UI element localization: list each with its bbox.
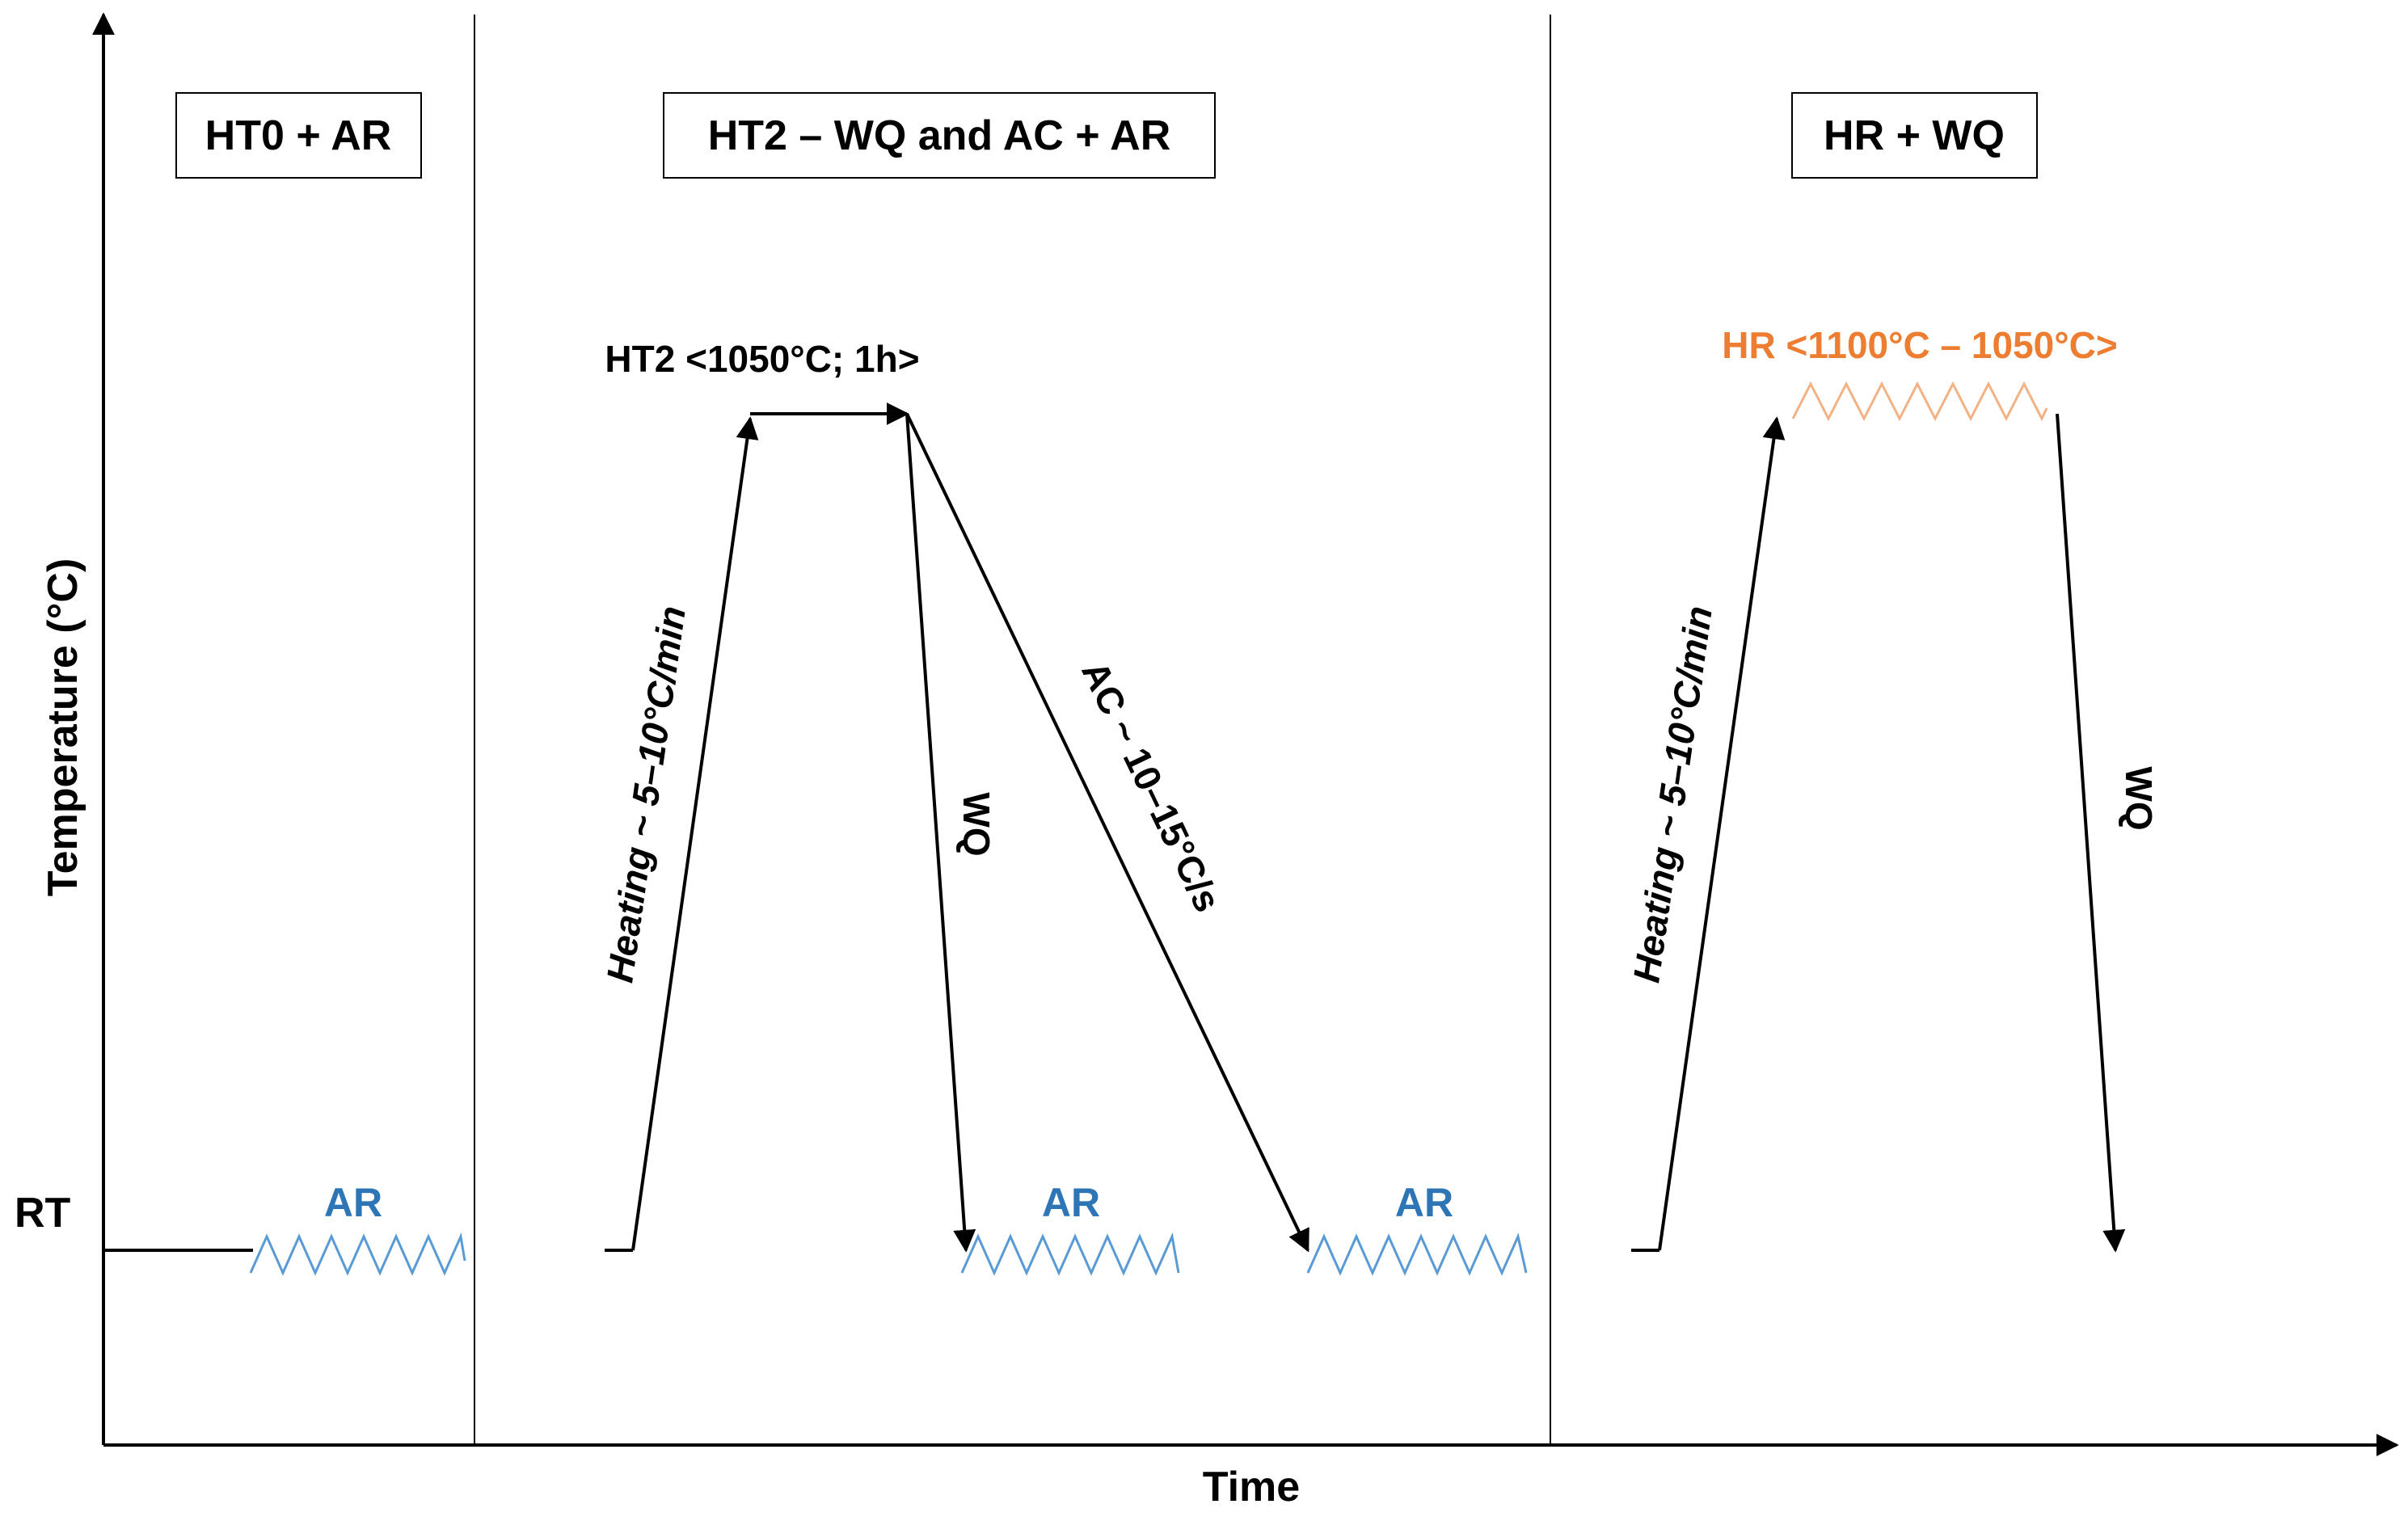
ar-label-3: AR — [1395, 1180, 1453, 1225]
ar-zigzag-1 — [249, 1232, 466, 1276]
wq-quench-2 — [2056, 413, 2126, 1253]
wq-label-2: WQ — [2118, 766, 2160, 830]
panel-title-2: HT2 – WQ and AC + AR — [663, 92, 1216, 179]
ht2-hold-label: HT2 <1050°C; 1h> — [605, 338, 919, 380]
ar-label-2: AR — [1042, 1180, 1100, 1225]
panel-title-3: HR + WQ — [1791, 92, 2038, 179]
panel-title-3-text: HR + WQ — [1824, 112, 2005, 159]
heating-ramp-1 — [631, 416, 759, 1251]
rt-label: RT — [15, 1190, 71, 1237]
panel-title-1: HT0 + AR — [175, 92, 422, 179]
panel-title-1-text: HT0 + AR — [205, 112, 392, 159]
ar-label-1: AR — [324, 1180, 382, 1225]
hr-zigzag — [1791, 381, 2048, 422]
hr-label: HR <1100°C – 1050°C> — [1722, 324, 2117, 366]
wq-quench-1 — [905, 413, 976, 1253]
ar-zigzag-2 — [960, 1232, 1180, 1276]
wq-label-1: WQ — [955, 792, 997, 856]
ar-zigzag-3 — [1306, 1232, 1528, 1276]
panel-title-2-text: HT2 – WQ and AC + AR — [708, 112, 1171, 159]
heating-ramp-2 — [1658, 416, 1786, 1251]
ac-cooling — [905, 413, 1309, 1253]
x-axis-label: Time — [1203, 1464, 1300, 1510]
y-axis-label: Temperature (°C) — [40, 558, 86, 897]
ac-label: AC ~ 10–15°C/s — [1073, 655, 1229, 918]
